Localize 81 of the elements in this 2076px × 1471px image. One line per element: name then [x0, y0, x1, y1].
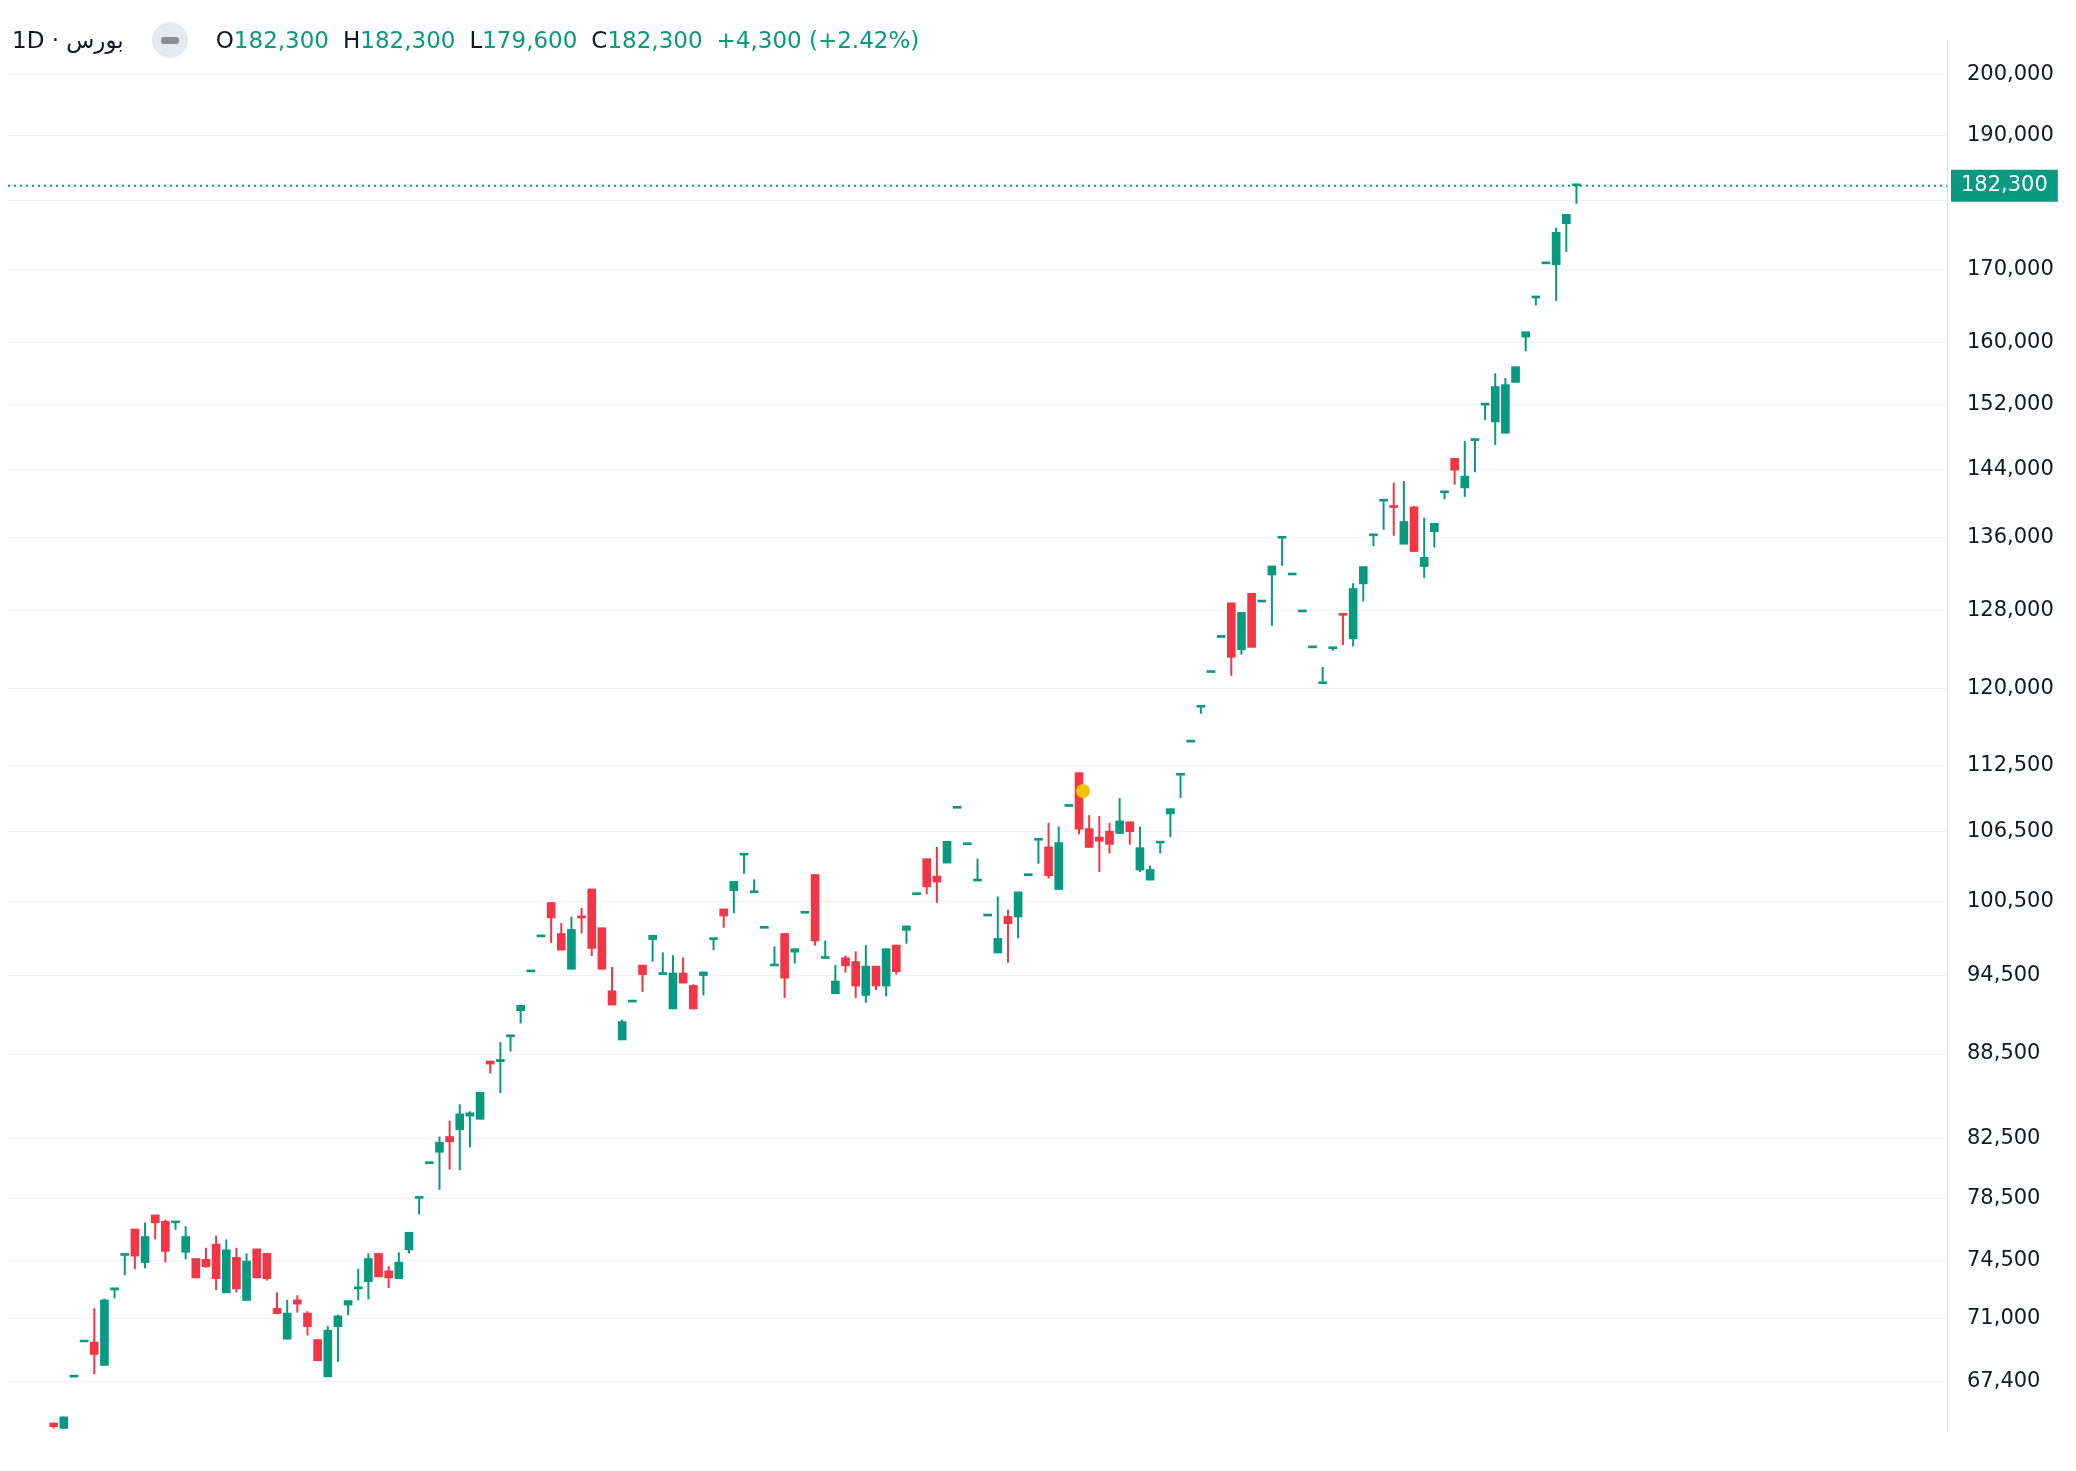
y-tick-label: 74,500 [1967, 1247, 2041, 1272]
candlestick [1135, 825, 1145, 873]
candlestick [455, 1103, 465, 1172]
candlestick [993, 895, 1003, 955]
candlestick [729, 880, 739, 915]
annotation: C182,300 [591, 27, 703, 53]
candlestick [1125, 820, 1135, 846]
candlestick [181, 1225, 190, 1261]
candlestick [556, 922, 566, 952]
y-tick-label: 82,500 [1967, 1124, 2041, 1149]
candlestick [1115, 797, 1124, 835]
candlestick [394, 1251, 404, 1280]
candlestick [1338, 612, 1348, 647]
annotation: +4,300 (+2.42%) [716, 27, 920, 53]
candlestick [617, 1018, 627, 1041]
candlestick [191, 1257, 201, 1279]
annotation: L179,600 [469, 27, 578, 53]
candlestick [404, 1231, 414, 1255]
y-tick-label: 170,000 [1967, 256, 2054, 281]
y-tick-label: 190,000 [1967, 122, 2054, 147]
candlestick [1196, 704, 1206, 715]
candlestick [648, 934, 657, 963]
candlestick [364, 1252, 373, 1301]
candlestick [110, 1287, 119, 1300]
y-tick-label: 88,500 [1967, 1040, 2041, 1065]
candlestick [1399, 479, 1409, 546]
candlestick [333, 1313, 343, 1363]
y-tick-label: 100,500 [1967, 887, 2054, 912]
candlestick [201, 1246, 211, 1269]
y-tick-label: 94,500 [1967, 961, 2041, 986]
candlestick [1430, 522, 1439, 549]
candlestick [445, 1119, 454, 1171]
candlestick [638, 964, 647, 993]
candlestick [1450, 457, 1459, 486]
candlestick [303, 1310, 312, 1337]
candlestick [272, 1291, 282, 1315]
chart-title: بورس · 1D [12, 27, 124, 53]
y-tick-label: 152,000 [1967, 390, 2054, 415]
y-tick-label: 67,400 [1967, 1367, 2041, 1392]
candlestick [1379, 498, 1388, 531]
candlestick [1470, 438, 1480, 474]
candlestick [546, 901, 556, 944]
candlestick [89, 1307, 99, 1376]
y-tick-label: 78,500 [1967, 1184, 2041, 1209]
y-tick-label: 120,000 [1967, 674, 2054, 699]
candlestick [658, 951, 668, 976]
candlestick [496, 1041, 505, 1095]
y-tick-label: 71,000 [1967, 1305, 2041, 1330]
candlestick [1034, 837, 1043, 865]
candlestick [1460, 440, 1470, 498]
y-tick-label: 136,000 [1967, 524, 2054, 549]
candlestick [506, 1034, 515, 1053]
candlestick [1440, 490, 1449, 501]
y-tick-label: 160,000 [1967, 328, 2054, 353]
candlestick [313, 1338, 322, 1362]
candlestick [1277, 535, 1287, 567]
candlestick [1369, 533, 1378, 548]
y-tick-label: 106,500 [1967, 818, 2054, 843]
candlestick [709, 937, 718, 952]
annotation: O182,300 [215, 27, 329, 53]
y-tick-label: 128,000 [1967, 597, 2054, 622]
candlestick [1358, 565, 1368, 603]
candlestick [1389, 481, 1399, 537]
y-tick-label: 112,500 [1967, 752, 2054, 777]
candlestick [516, 1004, 525, 1025]
candlestick [1419, 516, 1429, 579]
candlestick [1561, 213, 1571, 253]
annotation: H182,300 [342, 27, 456, 53]
candlestick [1176, 772, 1185, 799]
candlestick [831, 964, 840, 995]
candlestick [607, 965, 617, 1007]
candlestick [1328, 646, 1338, 652]
ref-line-label: 182,300 [1961, 172, 2048, 197]
candlestick [1003, 908, 1013, 964]
y-tick-label: 200,000 [1967, 60, 2054, 85]
candlestick [120, 1253, 130, 1277]
candlestick [414, 1196, 424, 1216]
candlestick [1166, 807, 1175, 839]
candlestick [1521, 330, 1531, 353]
candlestick [435, 1135, 444, 1191]
y-tick-label: 144,000 [1967, 455, 2054, 480]
